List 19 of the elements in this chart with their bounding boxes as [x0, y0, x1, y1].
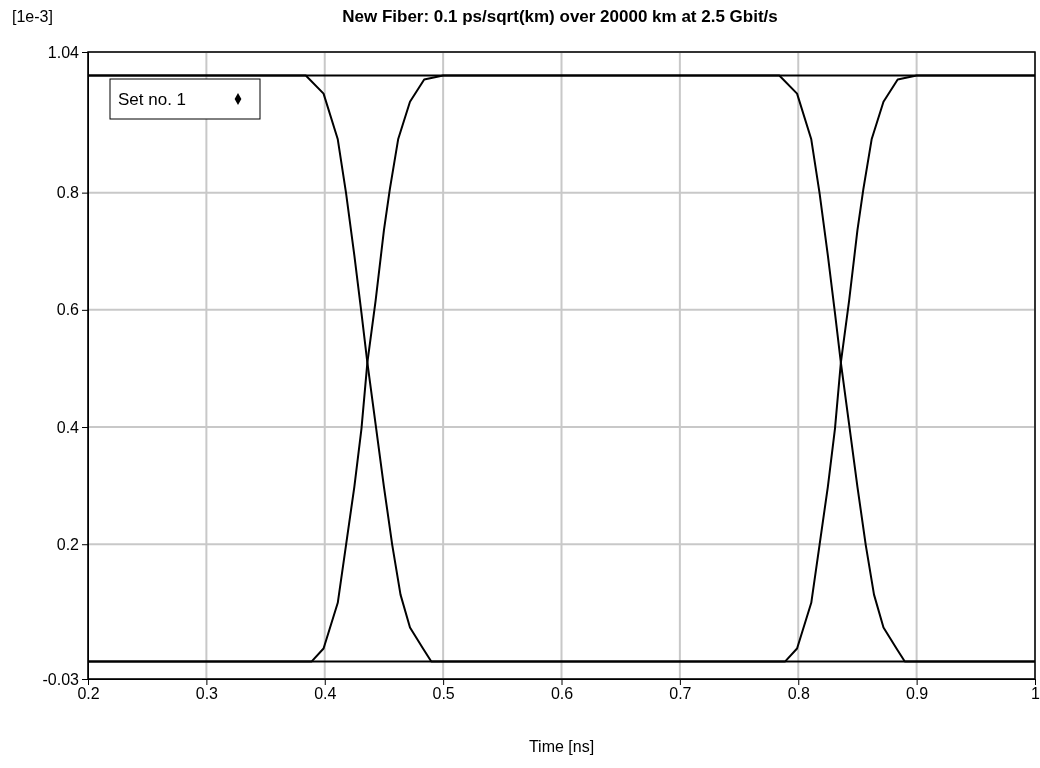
x-tick-label: 0.9 [906, 685, 929, 703]
y-tick-label: 0.2 [56, 535, 80, 553]
x-tick-label: 0.2 [77, 685, 100, 703]
y-tick-label: 1.04 [47, 43, 80, 61]
y-tick-label: -0.03 [42, 670, 80, 688]
x-tick-label: 0.7 [669, 685, 692, 703]
x-tick-label: 0.5 [432, 685, 455, 703]
x-tick-label: 0.4 [314, 685, 337, 703]
chart-title: New Fiber: 0.1 ps/sqrt(km) over 20000 km at 2.5 Gbit/s [342, 7, 778, 26]
legend: Set no. 1 [109, 78, 261, 120]
y-tick-label: 0.4 [56, 418, 80, 436]
y-tick-label: 0.6 [56, 301, 80, 319]
text: [1e-3] [12, 8, 53, 25]
x-axis-title: Time [ns] [528, 738, 595, 755]
x-tick-label: 0.3 [195, 685, 219, 703]
y-tick-label: 0.8 [56, 184, 80, 202]
x-tick-label: 0.8 [787, 685, 810, 703]
x-tick-label: 0.6 [550, 685, 574, 703]
x-tick-label: 1 [1031, 685, 1040, 703]
